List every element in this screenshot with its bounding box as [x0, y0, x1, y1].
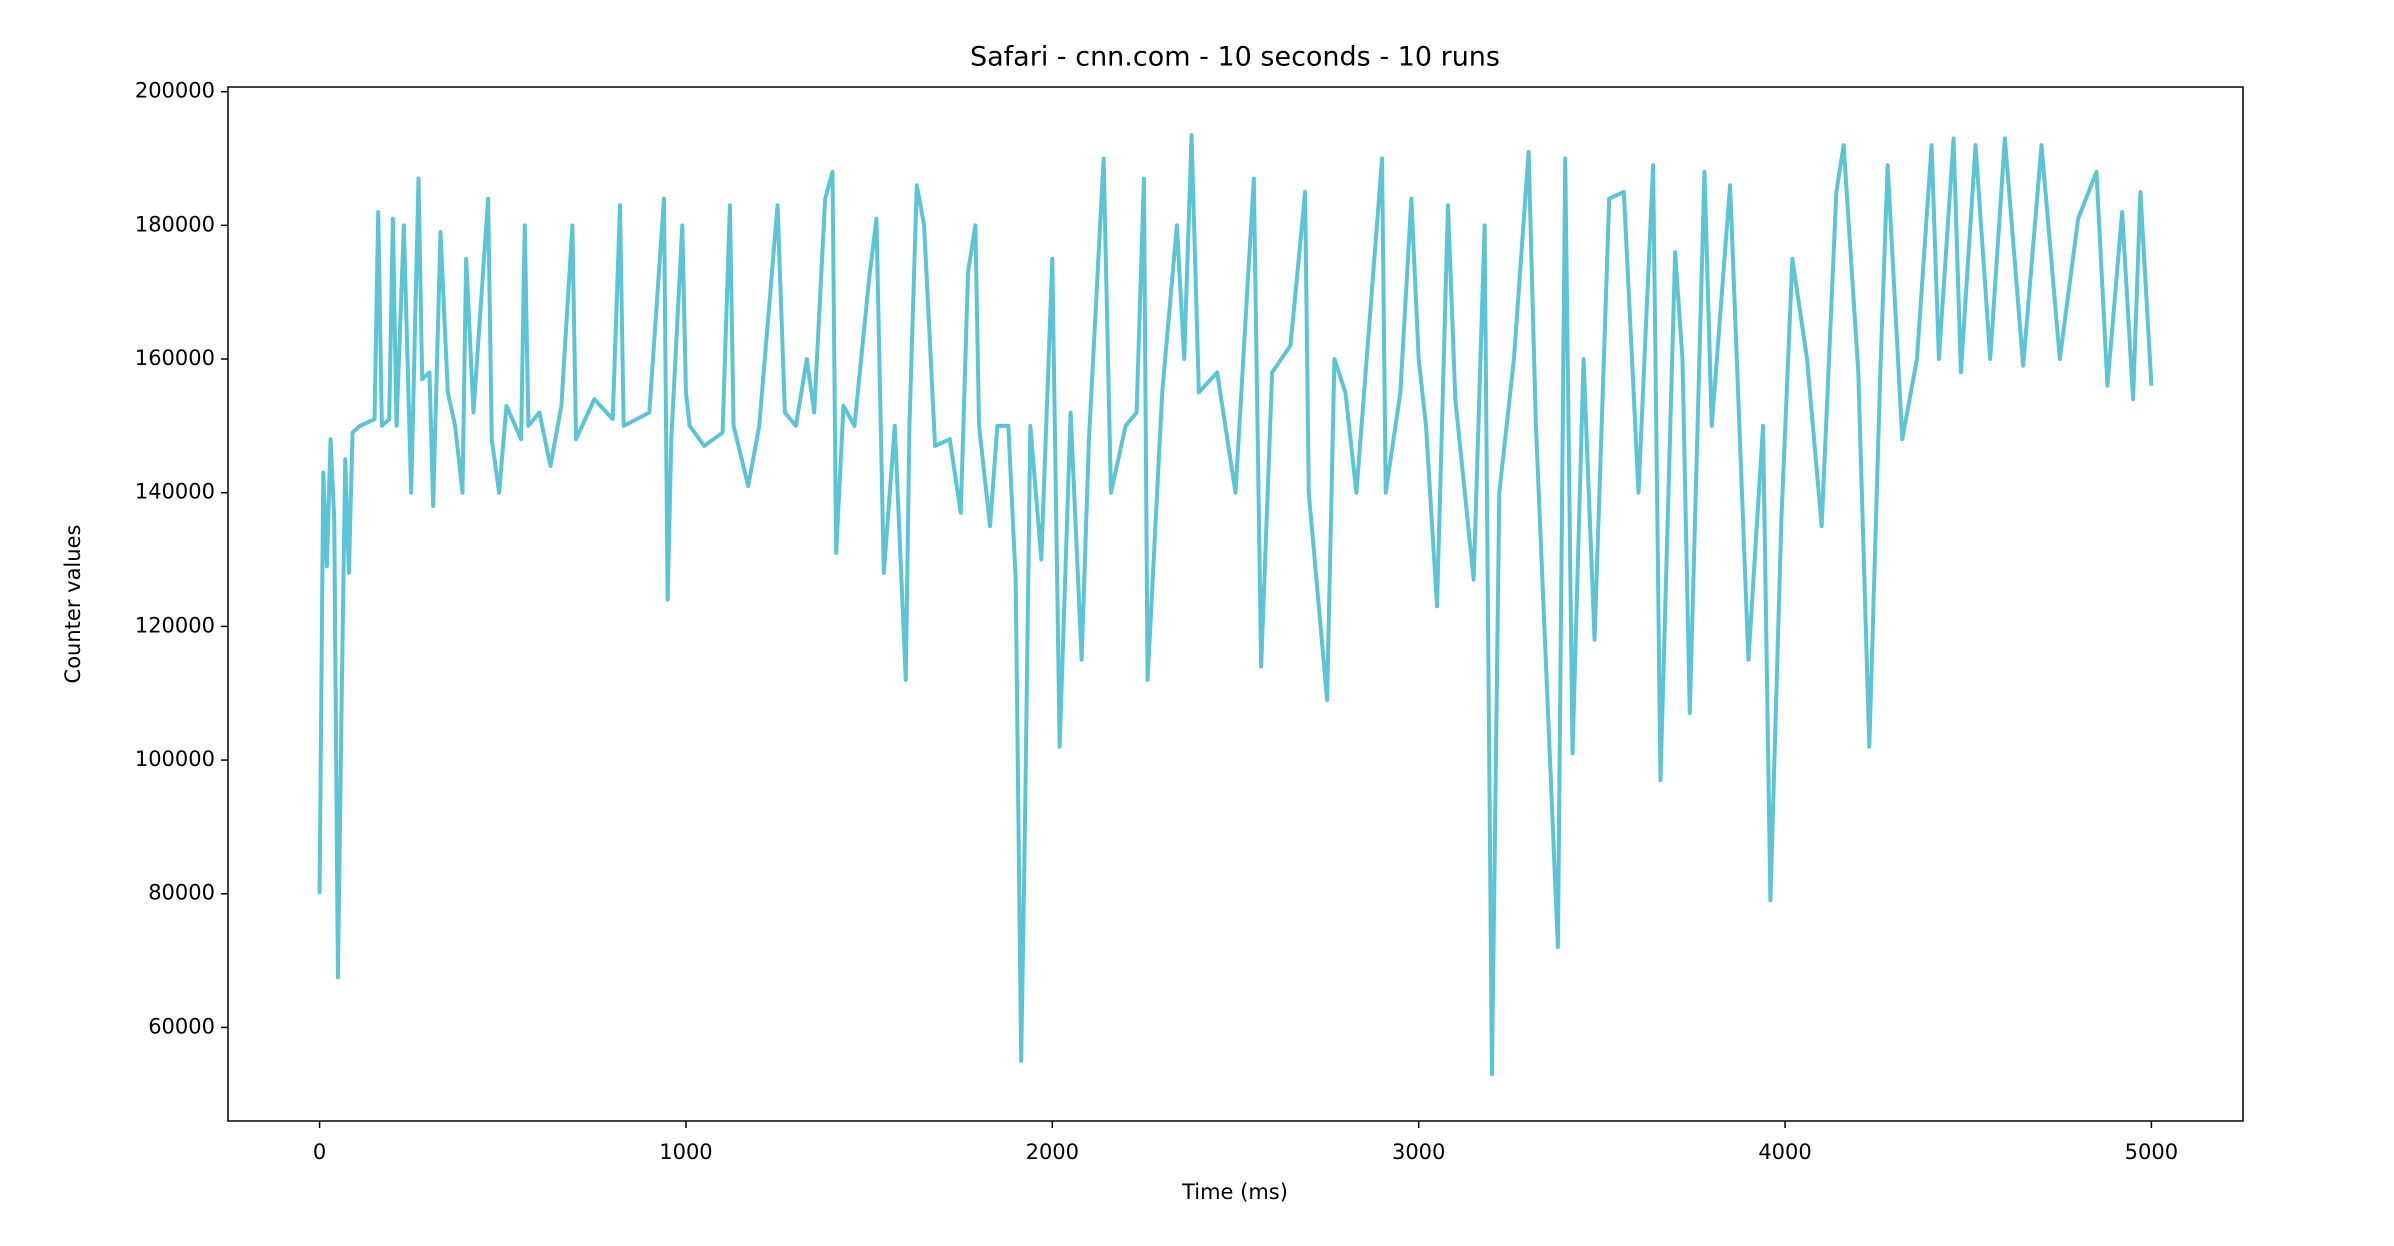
x-tick-label: 1000 [659, 1140, 712, 1164]
y-tick-label: 140000 [135, 480, 215, 504]
x-tick-label: 5000 [2125, 1140, 2178, 1164]
x-tick-label: 3000 [1392, 1140, 1445, 1164]
data-line [317, 133, 2154, 1077]
y-tick-label: 80000 [148, 881, 215, 905]
y-tick-label: 120000 [135, 613, 215, 637]
x-tick-label: 0 [313, 1140, 326, 1164]
y-tick-label: 180000 [135, 212, 215, 236]
y-tick-label: 160000 [135, 346, 215, 370]
y-tick-label: 200000 [135, 79, 215, 103]
x-tick-label: 4000 [1758, 1140, 1811, 1164]
y-tick-label: 100000 [135, 747, 215, 771]
y-axis-label: Counter values [61, 525, 85, 684]
y-tick-label: 60000 [148, 1014, 215, 1038]
plot-frame [227, 86, 2244, 1122]
x-axis-label: Time (ms) [1181, 1180, 1288, 1204]
chart-title: Safari - cnn.com - 10 seconds - 10 runs [970, 42, 1500, 73]
x-tick-label: 2000 [1026, 1140, 1079, 1164]
